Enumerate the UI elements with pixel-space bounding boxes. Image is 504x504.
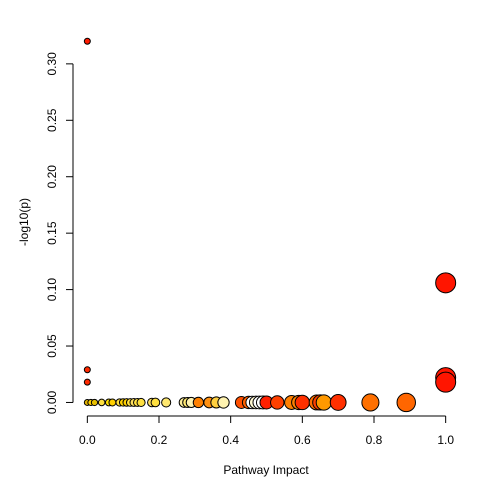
y-tick-label: 0.05 [45,334,59,358]
x-ticks: 0.0 0.2 0.4 0.6 0.8 1.0 [79,416,454,447]
data-point [435,272,457,294]
data-points [83,37,457,413]
y-axis-title: -log10(p) [17,198,31,246]
data-point [150,397,161,408]
y-tick-label: 0.10 [45,278,59,302]
data-point [217,396,230,409]
data-point [294,394,311,411]
y-tick-label: 0.20 [45,165,59,189]
data-point [192,396,205,409]
data-point [161,397,172,408]
data-point [435,371,457,393]
y-axis: 0.00 0.05 0.10 0.15 0.20 0.25 0.30 -log10(p) [17,52,74,414]
data-point [108,398,117,407]
data-point [136,397,146,408]
y-tick-label: 0.30 [45,52,59,76]
data-point [83,37,91,45]
x-axis: 0.0 0.2 0.4 0.6 0.8 1.0 Pathway Impact [79,415,454,477]
y-tick-label: 0.15 [45,221,59,245]
y-tick-label: 0.00 [45,390,59,414]
data-point [270,395,285,410]
y-tick-label: 0.25 [45,108,59,132]
data-point [329,394,347,411]
x-tick-label: 0.0 [79,433,96,447]
x-tick-label: 0.8 [366,433,383,447]
data-point [361,393,380,412]
data-point [315,394,332,411]
data-point [97,398,106,407]
y-ticks: 0.00 0.05 0.10 0.15 0.20 0.25 0.30 [45,52,73,414]
data-point [83,378,91,386]
data-point [396,392,416,413]
data-point [90,398,99,407]
data-point [83,366,91,374]
x-axis-title: Pathway Impact [223,463,309,477]
x-tick-label: 0.4 [222,433,239,447]
x-tick-label: 0.6 [294,433,311,447]
x-tick-label: 0.2 [151,433,168,447]
x-tick-label: 1.0 [437,433,454,447]
